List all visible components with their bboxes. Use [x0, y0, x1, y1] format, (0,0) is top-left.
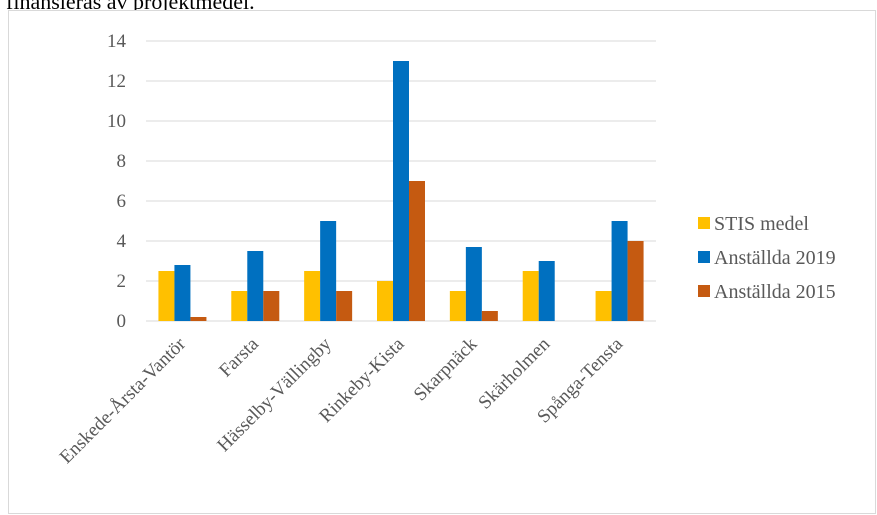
y-tick-label: 4: [117, 231, 127, 252]
bar-anstallda-2015-enskede-arsta-vantor: [190, 317, 207, 321]
bar-stis-medel-spanga-tensta: [595, 291, 612, 321]
x-tick-label-enskede-arsta-vantor: Enskede-Årsta-Vantör: [56, 333, 191, 468]
bar-anstallda-2019-farsta: [247, 251, 264, 321]
bar-anstallda-2015-hasselby-vallingby: [336, 291, 353, 321]
legend-item-stis-medel: STIS medel: [698, 213, 809, 235]
y-tick-label: 6: [117, 191, 127, 212]
bar-stis-medel-skarpnack: [449, 291, 466, 321]
bar-stis-medel-skarholmen: [522, 271, 539, 321]
legend-item-anstallda-2015: Anställda 2015: [698, 281, 836, 303]
legend-label: Anställda 2015: [714, 281, 836, 303]
y-tick-label: 2: [117, 271, 127, 292]
legend-swatch: [698, 251, 710, 263]
bar-anstallda-2015-spanga-tensta: [627, 241, 644, 321]
bar-anstallda-2015-farsta: [263, 291, 280, 321]
bar-anstallda-2015-skarpnack: [481, 311, 498, 321]
bar-anstallda-2019-skarholmen: [538, 261, 555, 321]
bar-anstallda-2015-rinkeby-kista: [409, 181, 425, 321]
legend-swatch: [698, 217, 710, 229]
x-tick-label-farsta: Farsta: [215, 333, 263, 381]
legend-label: STIS medel: [714, 213, 809, 235]
legend-label: Anställda 2019: [714, 247, 836, 269]
y-tick-label: 8: [117, 151, 127, 172]
bar-stis-medel-hasselby-vallingby: [304, 271, 321, 321]
bar-stis-medel-enskede-arsta-vantor: [158, 271, 175, 321]
bar-anstallda-2019-skarpnack: [465, 247, 482, 321]
bar-anstallda-2019-rinkeby-kista: [393, 61, 409, 321]
legend: STIS medel Anställda 2019 Anställda 2015: [698, 213, 836, 303]
bar-anstallda-2019-enskede-arsta-vantor: [174, 265, 191, 321]
x-tick-label-skarpnack: Skarpnäck: [410, 333, 482, 405]
legend-item-anstallda-2019: Anställda 2019: [698, 247, 836, 269]
x-tick-label-skarholmen: Skärholmen: [474, 333, 554, 413]
bars: [158, 61, 644, 321]
y-tick-label: 14: [107, 31, 127, 52]
y-axis-tick-labels: 0 2 4 6 8 10 12 14: [107, 31, 127, 332]
bar-stis-medel-farsta: [231, 291, 248, 321]
y-tick-label: 0: [117, 311, 127, 332]
cut-off-heading: finansieras av projektmedel.: [6, 0, 255, 14]
bar-stis-medel-rinkeby-kista: [377, 281, 393, 321]
bar-anstallda-2019-hasselby-vallingby: [320, 221, 337, 321]
bar-anstallda-2019-spanga-tensta: [611, 221, 628, 321]
y-tick-label: 12: [107, 71, 126, 92]
x-axis-tick-labels: Enskede-Årsta-Vantör FarstaHässelby-Välli…: [56, 333, 628, 468]
y-tick-label: 10: [107, 111, 126, 132]
chart-frame: 0 2 4 6 8 10 12 14 Enskede-Årsta-Vantör Farsta Hä…: [8, 10, 876, 514]
legend-swatch: [698, 285, 710, 297]
